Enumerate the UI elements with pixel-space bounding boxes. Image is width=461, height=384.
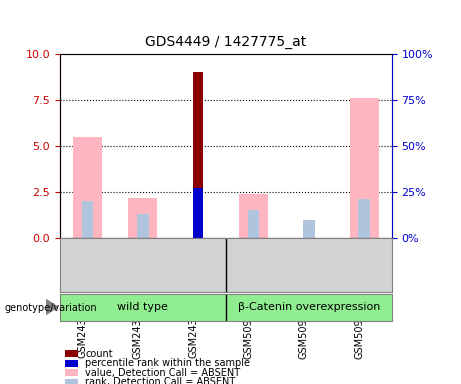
Bar: [248, 210, 260, 238]
Bar: [239, 194, 268, 238]
Bar: [73, 137, 102, 238]
Bar: [193, 72, 203, 238]
Bar: [82, 201, 94, 238]
Text: percentile rank within the sample: percentile rank within the sample: [85, 358, 250, 368]
Text: wild type: wild type: [118, 302, 168, 312]
Polygon shape: [46, 300, 58, 314]
Text: β-Catenin overexpression: β-Catenin overexpression: [238, 302, 380, 312]
Bar: [128, 197, 157, 238]
Bar: [349, 98, 378, 238]
Text: count: count: [85, 349, 113, 359]
Bar: [303, 220, 315, 238]
Text: value, Detection Call = ABSENT: value, Detection Call = ABSENT: [85, 368, 240, 378]
Text: rank, Detection Call = ABSENT: rank, Detection Call = ABSENT: [85, 377, 236, 384]
Bar: [358, 199, 370, 238]
Bar: [137, 214, 149, 238]
Bar: [193, 188, 203, 238]
Text: genotype/variation: genotype/variation: [5, 303, 97, 313]
Title: GDS4449 / 1427775_at: GDS4449 / 1427775_at: [145, 35, 307, 48]
